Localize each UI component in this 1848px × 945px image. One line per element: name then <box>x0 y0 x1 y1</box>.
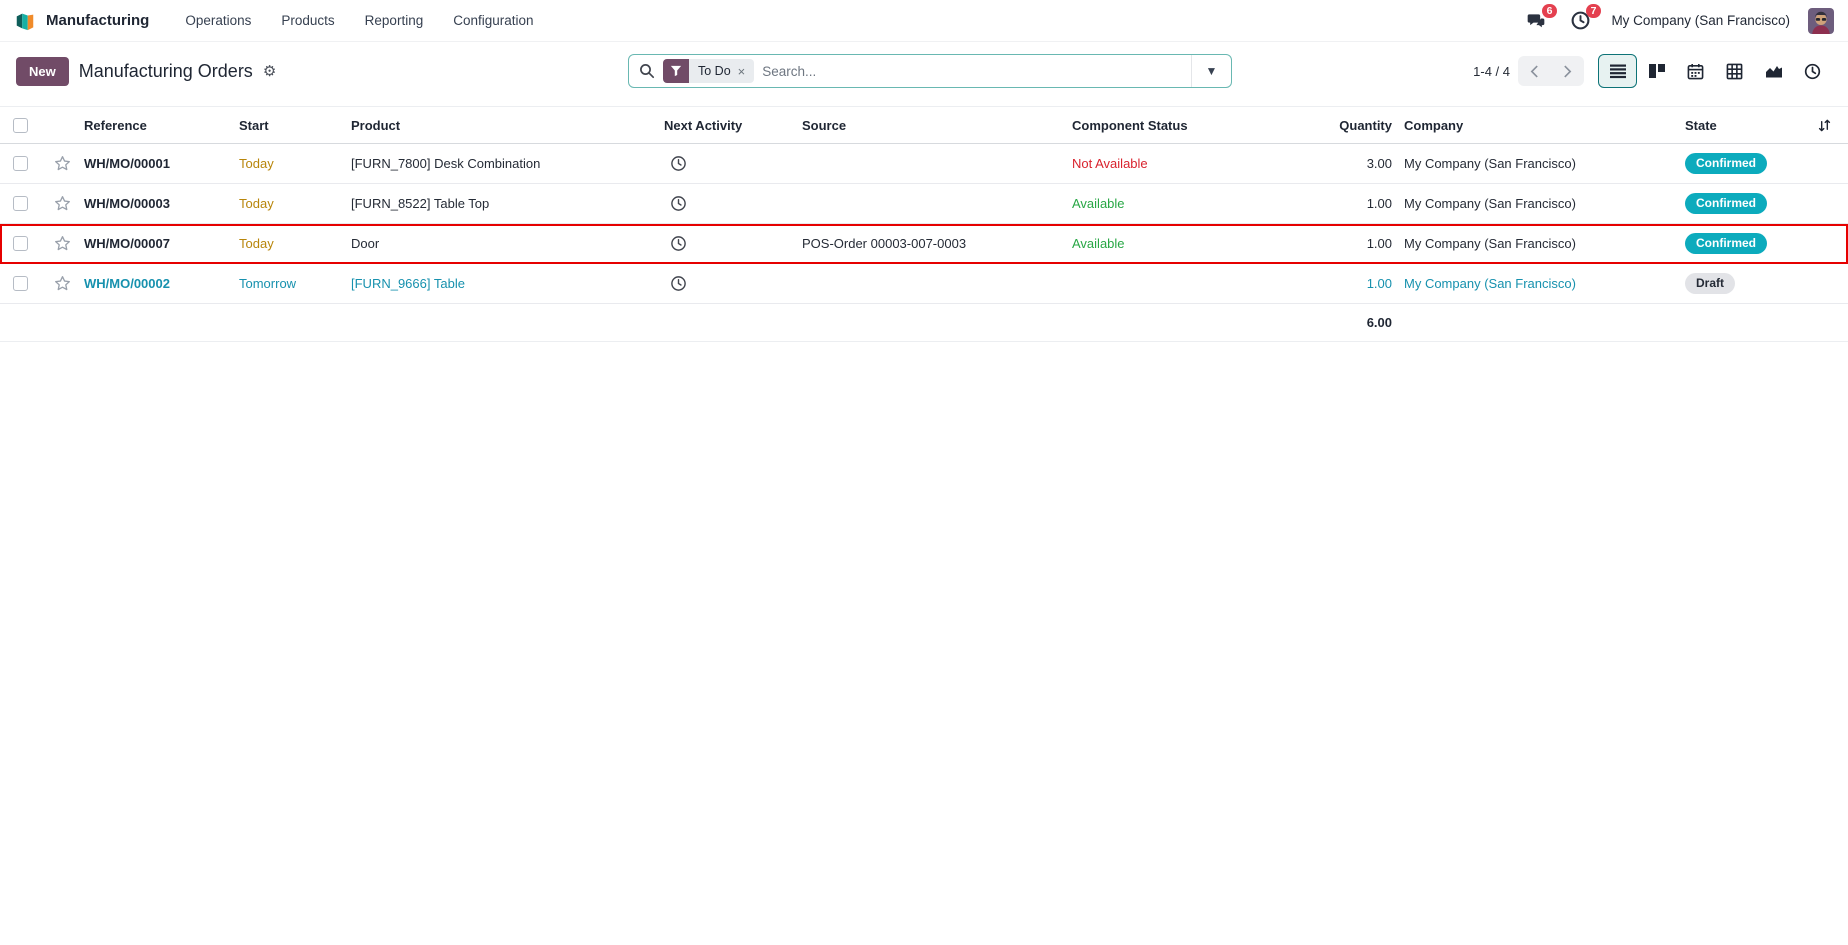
cell-start: Today <box>239 196 274 211</box>
cell-component-status: Available <box>1072 236 1125 251</box>
chevron-down-icon: ▼ <box>1205 64 1218 78</box>
row-checkbox[interactable] <box>12 196 28 211</box>
control-panel: New Manufacturing Orders ⚙ To Do × <box>0 42 1848 100</box>
column-header-source[interactable]: Source <box>802 117 847 133</box>
cell-source: POS-Order 00003-007-0003 <box>802 236 967 251</box>
state-badge: Confirmed <box>1685 193 1767 214</box>
new-button[interactable]: New <box>16 56 69 86</box>
favorite-star-icon[interactable] <box>54 155 71 172</box>
view-switcher <box>1598 54 1832 88</box>
cell-product: [FURN_7800] Desk Combination <box>351 156 541 171</box>
cell-component-status: Available <box>1072 196 1125 211</box>
cell-quantity: 3.00 <box>1366 156 1392 171</box>
view-pivot-button[interactable] <box>1715 54 1754 88</box>
cell-company: My Company (San Francisco) <box>1404 156 1576 171</box>
state-badge: Draft <box>1685 273 1736 294</box>
next-activity-clock-icon[interactable] <box>664 195 802 212</box>
table-header-row: Reference Start Product Next Activity So… <box>0 106 1848 144</box>
view-activity-button[interactable] <box>1793 54 1832 88</box>
cell-reference: WH/MO/00001 <box>84 156 170 171</box>
select-all-checkbox[interactable] <box>12 117 28 133</box>
activities-badge: 7 <box>1585 3 1602 18</box>
activities-icon[interactable]: 7 <box>1567 3 1602 32</box>
favorite-star-icon[interactable] <box>54 275 71 292</box>
row-checkbox[interactable] <box>12 156 28 171</box>
view-kanban-button[interactable] <box>1637 54 1676 88</box>
cell-product: [FURN_8522] Table Top <box>351 196 490 211</box>
optional-columns-toggle[interactable] <box>1800 118 1848 133</box>
facet-label: To Do <box>698 64 731 78</box>
column-header-state[interactable]: State <box>1685 117 1717 133</box>
column-header-reference[interactable]: Reference <box>84 117 147 133</box>
quantity-total: 6.00 <box>1366 315 1392 330</box>
app-name[interactable]: Manufacturing <box>46 12 150 29</box>
page-title: Manufacturing Orders <box>78 60 253 81</box>
cell-reference: WH/MO/00002 <box>84 276 170 291</box>
column-header-product[interactable]: Product <box>351 117 401 133</box>
cell-quantity: 1.00 <box>1366 276 1392 291</box>
pager-next-button[interactable] <box>1551 56 1584 86</box>
table-row[interactable]: WH/MO/00001 Today [FURN_7800] Desk Combi… <box>0 144 1848 184</box>
table-footer-row: 6.00 <box>0 304 1848 342</box>
cell-company: My Company (San Francisco) <box>1404 276 1576 291</box>
row-checkbox[interactable] <box>12 236 28 251</box>
view-graph-button[interactable] <box>1754 54 1793 88</box>
pager-previous-button[interactable] <box>1518 56 1551 86</box>
column-header-quantity[interactable]: Quantity <box>1339 117 1392 133</box>
menu-products[interactable]: Products <box>281 13 335 28</box>
cell-product: Door <box>351 236 380 251</box>
cell-start: Today <box>239 156 274 171</box>
menu-operations[interactable]: Operations <box>185 13 252 28</box>
search-facet-todo[interactable]: To Do × <box>663 59 755 83</box>
next-activity-clock-icon[interactable] <box>664 155 802 172</box>
menu-configuration[interactable]: Configuration <box>453 13 534 28</box>
favorite-star-icon[interactable] <box>54 195 71 212</box>
column-header-component-status[interactable]: Component Status <box>1072 117 1188 133</box>
view-settings-gear-icon[interactable]: ⚙ <box>262 63 277 80</box>
cell-start: Tomorrow <box>239 276 297 291</box>
table-row-highlighted[interactable]: WH/MO/00007 Today Door POS-Order 00003-0… <box>0 224 1848 264</box>
next-activity-clock-icon[interactable] <box>664 275 802 292</box>
cell-company: My Company (San Francisco) <box>1404 196 1576 211</box>
table-row[interactable]: WH/MO/00003 Today [FURN_8522] Table Top … <box>0 184 1848 224</box>
view-calendar-button[interactable] <box>1676 54 1715 88</box>
pager: 1-4 / 4 <box>1473 56 1584 86</box>
favorite-star-icon[interactable] <box>54 235 71 252</box>
messages-icon[interactable]: 6 <box>1523 3 1558 32</box>
column-header-start[interactable]: Start <box>239 117 269 133</box>
cell-reference: WH/MO/00003 <box>84 196 170 211</box>
main-menu: Operations Products Reporting Configurat… <box>173 6 545 35</box>
pager-range: 1-4 / 4 <box>1473 63 1510 79</box>
cell-quantity: 1.00 <box>1366 236 1392 251</box>
state-badge: Confirmed <box>1685 233 1767 254</box>
menu-reporting[interactable]: Reporting <box>364 13 424 28</box>
cell-quantity: 1.00 <box>1366 196 1392 211</box>
table-row[interactable]: WH/MO/00002 Tomorrow [FURN_9666] Table 1… <box>0 264 1848 304</box>
cell-start: Today <box>239 236 274 251</box>
column-header-company[interactable]: Company <box>1404 117 1464 133</box>
state-badge: Confirmed <box>1685 153 1767 174</box>
facet-remove-icon[interactable]: × <box>737 63 746 79</box>
row-checkbox[interactable] <box>12 276 28 291</box>
company-switcher[interactable]: My Company (San Francisco) <box>1611 13 1790 28</box>
filter-icon <box>663 59 689 83</box>
cell-product: [FURN_9666] Table <box>351 276 465 291</box>
search-icon <box>639 63 655 79</box>
column-header-next-activity[interactable]: Next Activity <box>664 117 743 133</box>
adjust-columns-icon <box>1818 119 1830 131</box>
user-avatar[interactable] <box>1808 7 1834 34</box>
next-activity-clock-icon[interactable] <box>664 235 802 252</box>
cell-company: My Company (San Francisco) <box>1404 236 1576 251</box>
cell-component-status: Not Available <box>1072 156 1148 171</box>
search-bar: To Do × ▼ <box>628 54 1232 88</box>
app-logo-icon[interactable] <box>14 10 36 32</box>
manufacturing-orders-list: Reference Start Product Next Activity So… <box>0 106 1848 342</box>
search-input[interactable] <box>762 63 1181 79</box>
cell-reference: WH/MO/00007 <box>84 236 170 251</box>
search-options-toggle[interactable]: ▼ <box>1191 55 1231 87</box>
messages-badge: 6 <box>1541 3 1558 18</box>
top-navbar: Manufacturing Operations Products Report… <box>0 0 1848 42</box>
view-list-button[interactable] <box>1598 54 1637 88</box>
